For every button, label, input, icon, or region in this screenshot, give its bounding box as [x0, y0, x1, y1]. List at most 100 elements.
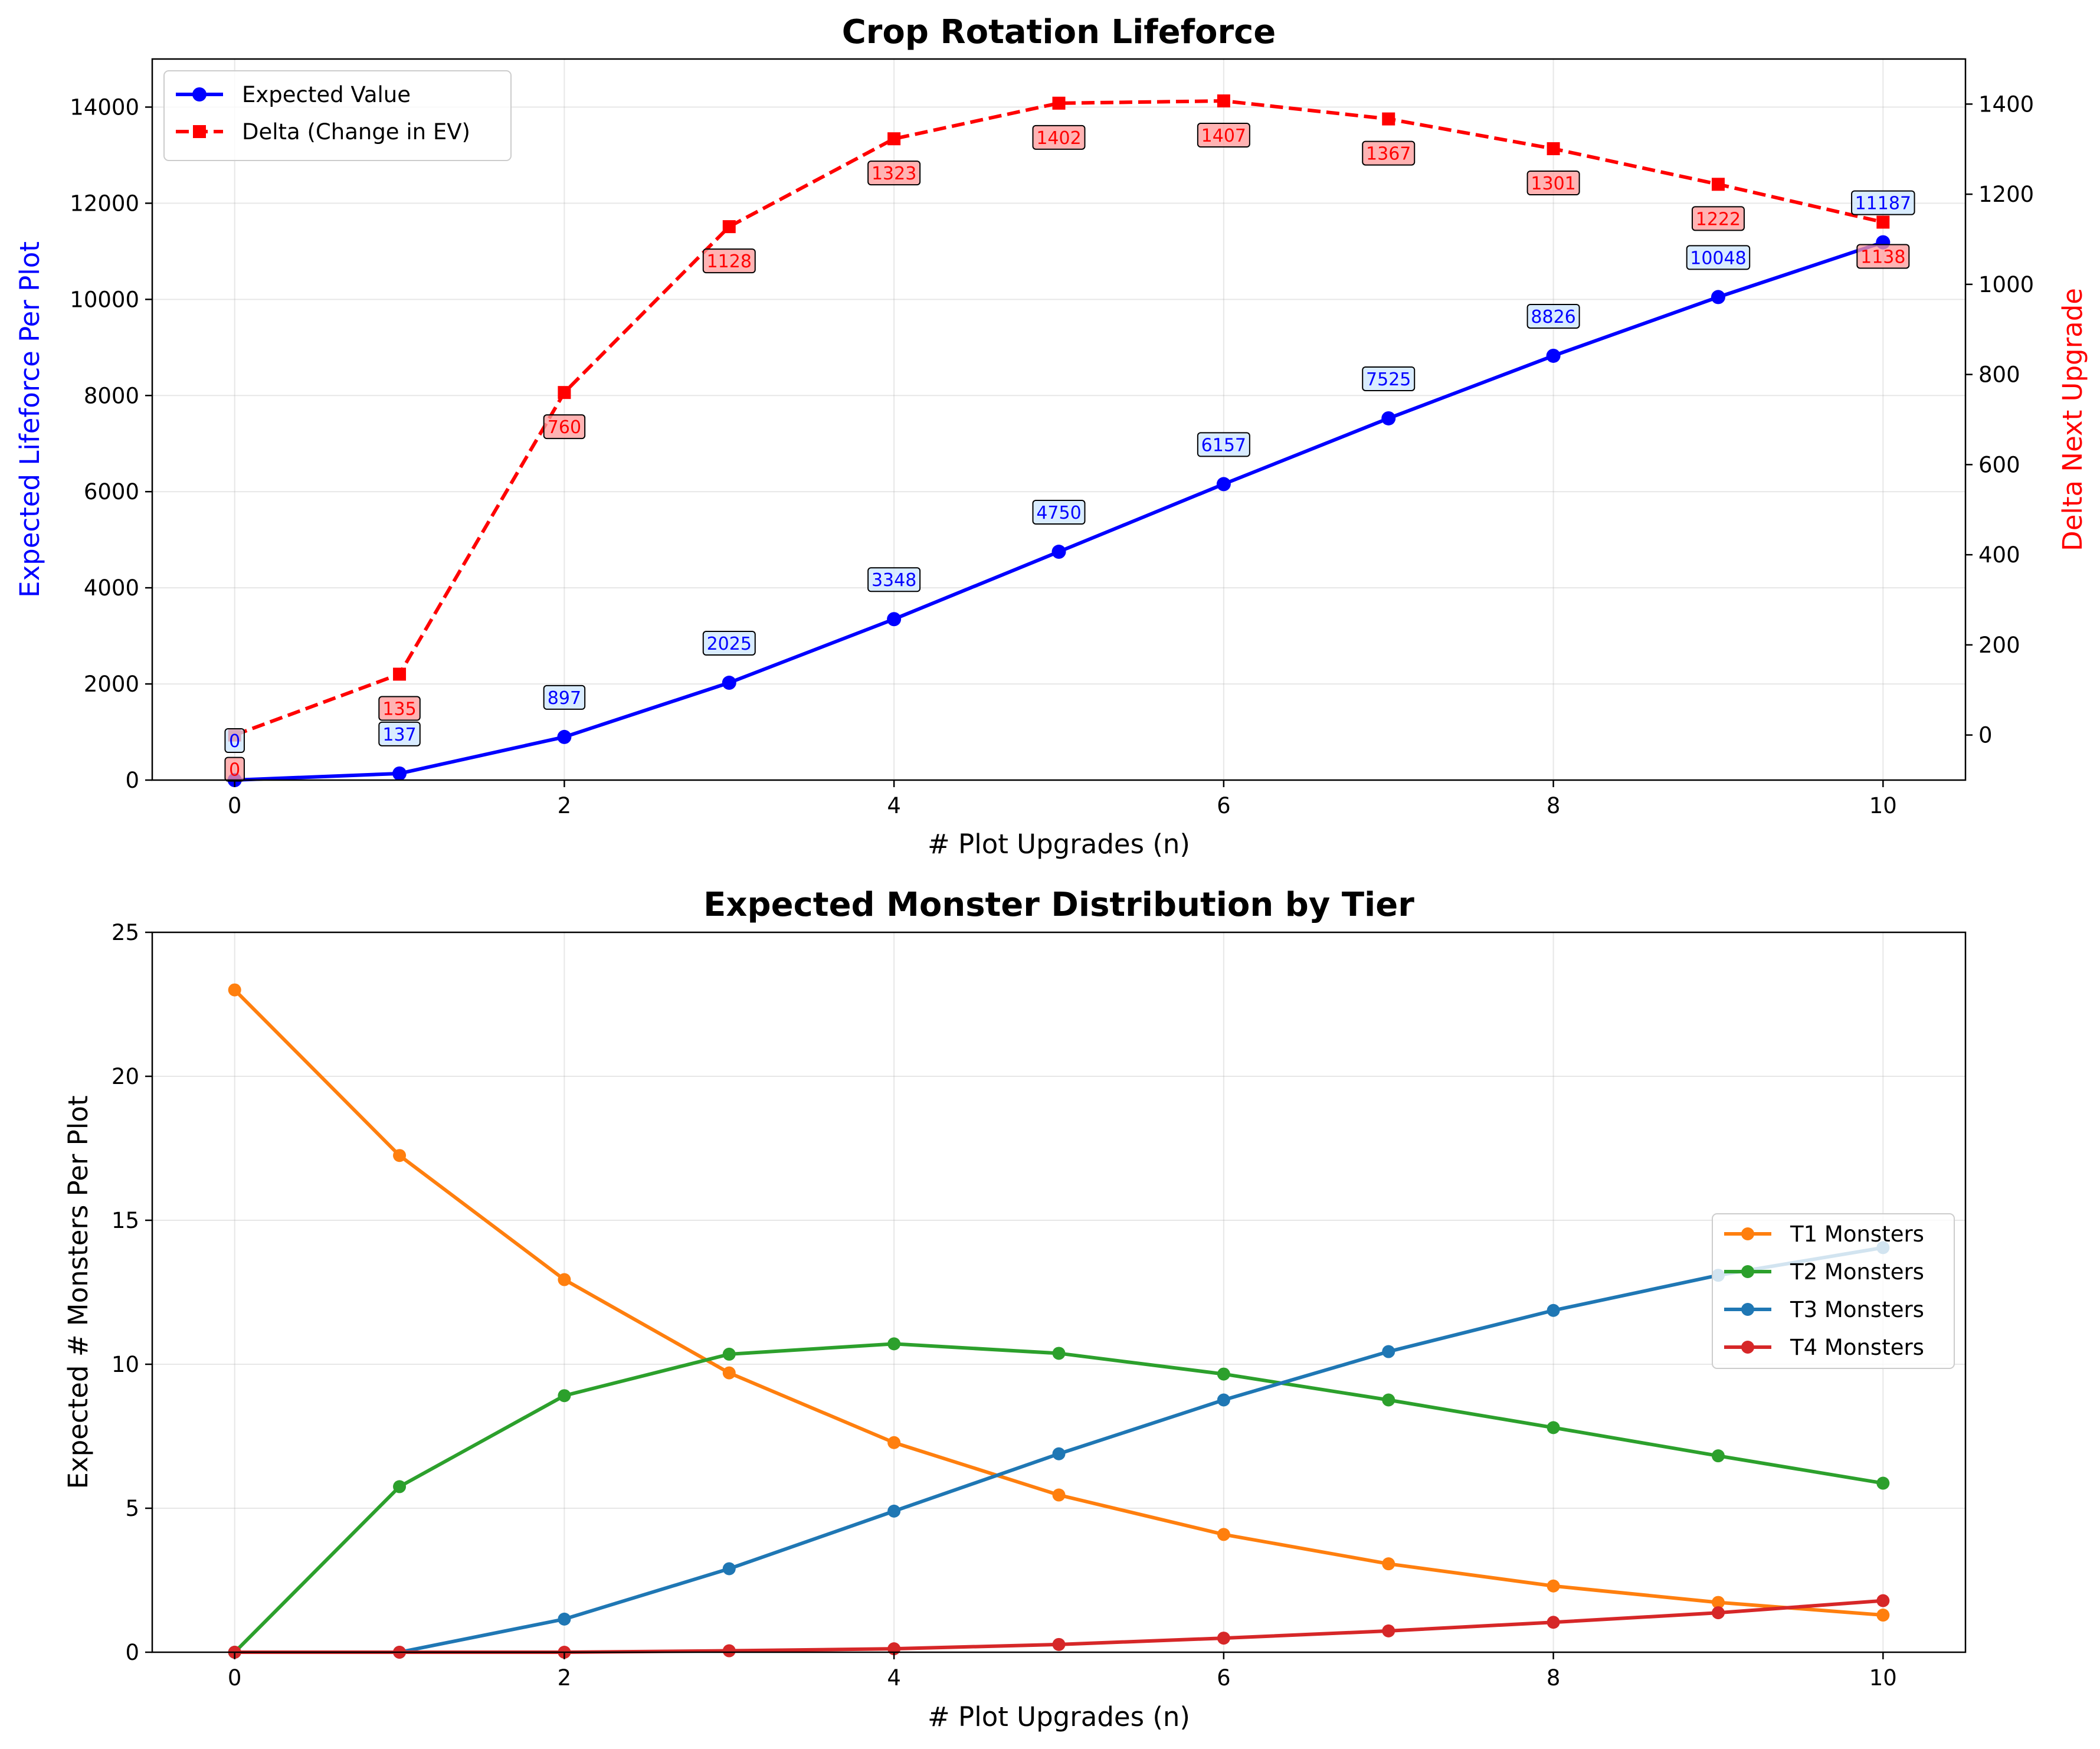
- bottom-chart-title: Expected Monster Distribution by Tier: [703, 886, 1414, 924]
- data-point-marker: [887, 1337, 901, 1351]
- data-label: 10048: [1690, 248, 1746, 268]
- data-label-box: [1851, 190, 1915, 215]
- data-label-box: [867, 567, 921, 592]
- x-tick-label: 10: [1869, 1665, 1897, 1691]
- legend-label: T4 Monsters: [1790, 1335, 1924, 1360]
- data-point-marker: [558, 1612, 571, 1626]
- legend-label: T3 Monsters: [1790, 1297, 1924, 1322]
- data-point-marker: [1052, 96, 1066, 110]
- y-tick-label: 0: [125, 768, 139, 793]
- legend-label: Delta (Change in EV): [242, 119, 470, 145]
- y-tick-label: 14000: [70, 94, 139, 120]
- data-point-marker: [722, 1644, 736, 1658]
- data-point-marker: [1052, 1488, 1066, 1502]
- data-label-box: [702, 248, 756, 274]
- y-tick-label: 6000: [84, 479, 139, 505]
- data-point-marker: [1711, 1449, 1725, 1463]
- data-point-marker: [1217, 1632, 1230, 1645]
- x-tick-label: 4: [887, 793, 901, 818]
- data-point-marker: [1052, 1347, 1066, 1360]
- legend-swatch-marker: [1741, 1303, 1754, 1316]
- data-label: 6157: [1201, 435, 1246, 456]
- data-point-marker: [1711, 1596, 1725, 1609]
- y-tick-label: 8000: [84, 383, 139, 408]
- data-point-marker: [1876, 215, 1890, 229]
- y-tick-label: 15: [112, 1208, 139, 1233]
- y-tick-label: 20: [112, 1064, 139, 1089]
- data-label-box: [1686, 245, 1751, 270]
- data-label-box: [378, 721, 421, 746]
- data-point-marker: [887, 132, 901, 146]
- data-label-box: [543, 684, 586, 710]
- data-point-marker: [1711, 178, 1725, 191]
- data-label: 1301: [1531, 173, 1575, 194]
- y-tick-label-right: 200: [1978, 633, 2020, 658]
- data-label-box: [1032, 500, 1086, 525]
- data-label-box: [867, 161, 921, 186]
- data-point-marker: [722, 1347, 736, 1361]
- data-point-marker: [1547, 1421, 1560, 1434]
- data-label: 0: [229, 731, 240, 752]
- data-point-marker: [1052, 1637, 1066, 1651]
- data-label-box: [224, 728, 245, 753]
- data-point-marker: [1052, 1447, 1066, 1460]
- bottom-chart: 0 2 4 6 8 10 0 5 10 15 20 25 Expected Monster Dist…: [63, 886, 1967, 1732]
- top-y-ticks: 0 2000 4000 6000 8000 10000 12000 14000: [70, 94, 152, 793]
- data-point-marker: [1217, 1393, 1230, 1407]
- data-label-box: [378, 696, 421, 721]
- data-point-marker: [558, 1273, 571, 1286]
- data-label: 137: [382, 725, 416, 745]
- legend-swatch-marker: [1741, 1227, 1754, 1240]
- data-point-marker: [1547, 1616, 1560, 1629]
- series-line-2: [234, 99, 1883, 737]
- y-tick-label-right: 1200: [1978, 182, 2034, 207]
- data-point-marker: [558, 386, 571, 399]
- y-tick-label: 10: [112, 1352, 139, 1377]
- top-y-ticks-right: 0 200 400 600 800 1000 1200 1400: [1965, 91, 2034, 748]
- data-point-marker: [1876, 1609, 1890, 1622]
- bottom-y-ticks: 0 5 10 15 20 25: [112, 920, 152, 1665]
- data-label: 2025: [707, 634, 752, 654]
- data-point-marker: [1382, 1393, 1395, 1407]
- data-label: 135: [382, 699, 416, 720]
- data-label-box: [1526, 170, 1580, 195]
- top-chart-title: Crop Rotation Lifeforce: [842, 13, 1276, 51]
- x-tick-label: 0: [228, 1665, 242, 1691]
- y-tick-label: 4000: [84, 575, 139, 601]
- data-point-marker: [558, 1389, 571, 1403]
- top-x-ticks: 0 2 4 6 8 10: [228, 780, 1897, 818]
- data-label-box: [1691, 206, 1745, 231]
- data-label: 1323: [872, 163, 916, 184]
- x-tick-label: 2: [558, 793, 572, 818]
- data-label: 0: [229, 760, 240, 781]
- data-label-box: [1197, 432, 1250, 457]
- y-tick-label-right: 0: [1978, 723, 1993, 748]
- legend-swatch-marker: [192, 87, 207, 101]
- data-label-box: [1362, 140, 1416, 166]
- x-tick-label: 2: [558, 1665, 572, 1691]
- data-label: 1138: [1860, 247, 1905, 267]
- data-label-box: [1526, 303, 1580, 329]
- data-label-box: [543, 414, 586, 440]
- data-point-marker: [1217, 94, 1230, 108]
- data-point-marker: [887, 1436, 901, 1449]
- y-tick-label-right: 1400: [1978, 91, 2034, 117]
- data-point-marker: [1547, 142, 1560, 155]
- x-tick-label: 4: [887, 1665, 901, 1691]
- data-label: 1402: [1036, 128, 1081, 149]
- data-label-box: [1197, 123, 1250, 148]
- legend-label: T2 Monsters: [1790, 1259, 1924, 1285]
- x-tick-label: 8: [1547, 793, 1561, 818]
- data-point-marker: [1711, 290, 1725, 304]
- data-label: 4750: [1036, 503, 1081, 523]
- y-tick-label-right: 400: [1978, 542, 2020, 568]
- data-point-marker: [1876, 1476, 1890, 1490]
- data-label: 760: [548, 417, 581, 438]
- y-tick-label-right: 1000: [1978, 272, 2034, 297]
- top-chart: 0 137897202533484750615775258826100481118…: [14, 13, 2088, 860]
- y-tick-label: 0: [125, 1640, 139, 1665]
- legend-swatch-marker: [193, 125, 206, 138]
- top-y-axis-label-right: Delta Next Upgrade: [2057, 288, 2088, 551]
- data-point-marker: [1546, 348, 1561, 363]
- data-point-marker: [1217, 1367, 1230, 1381]
